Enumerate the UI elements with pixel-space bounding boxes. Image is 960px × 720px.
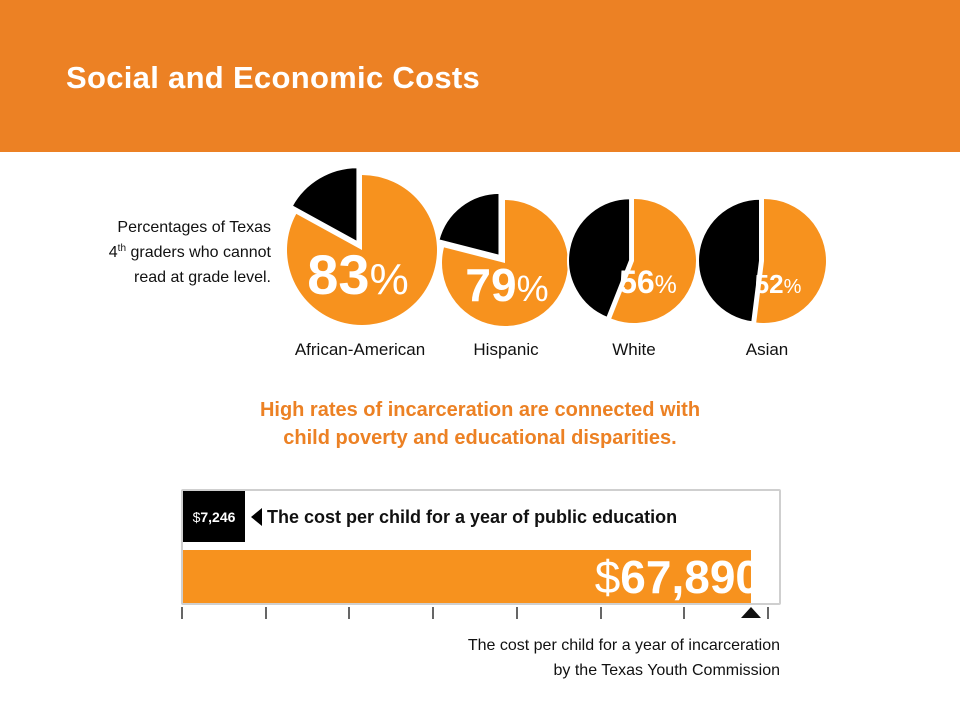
education-cost-label: The cost per child for a year of public …	[267, 507, 678, 527]
caption-line-1: Percentages of Texas	[117, 219, 271, 236]
pie-slice-african-american	[286, 175, 437, 326]
education-pointer-icon	[251, 508, 262, 526]
pie-remainder-asian	[697, 197, 762, 324]
incarceration-caption: The cost per child for a year of incarce…	[300, 633, 780, 683]
scale-tick	[767, 607, 769, 619]
scale-tick	[683, 607, 685, 619]
pie-value-label: 56%	[619, 264, 677, 300]
education-cost-value: 7,246	[200, 508, 236, 525]
incarceration-currency: $	[594, 551, 621, 603]
incarceration-cost-number: 67,890	[620, 551, 761, 603]
headline: High rates of incarceration are connecte…	[180, 396, 780, 452]
pie-remainder-african-american	[290, 166, 359, 244]
pie-value-label: 83%	[307, 243, 408, 306]
incarceration-marker-icon	[741, 607, 761, 618]
chart-frame	[181, 489, 781, 605]
pie-slice-white	[611, 199, 696, 323]
caption-grade: 4	[108, 244, 118, 261]
cost-comparison-chart: $7,246 The cost per child for a year of …	[181, 489, 781, 619]
scale-tick	[432, 607, 434, 619]
scale-tick	[600, 607, 602, 619]
pie-label-asian: Asian	[745, 340, 789, 359]
caption-line-3: read at grade level.	[134, 269, 271, 286]
caption-grade-suffix: th	[117, 243, 127, 254]
pie-remainder-white	[567, 197, 632, 320]
scale-tick	[181, 607, 183, 619]
headline-line-2: child poverty and educational disparitie…	[283, 427, 677, 449]
pie-slice-hispanic	[442, 200, 568, 326]
title-banner	[0, 0, 960, 152]
page-title: Social and Economic Costs	[66, 60, 481, 95]
education-currency: $	[192, 508, 201, 525]
caption-line-2: 4th graders who cannot	[30, 240, 271, 265]
scale-tick	[516, 607, 518, 619]
pie-label-white: White	[612, 340, 656, 359]
reading-pie-charts: 83% 79% 56% 52%	[286, 166, 826, 326]
incarceration-caption-line-1: The cost per child for a year of incarce…	[467, 637, 780, 654]
pie-caption: Percentages of Texas 4th graders who can…	[30, 215, 271, 290]
pie-value-label: 52%	[755, 269, 802, 299]
pie-value-label: 79%	[465, 259, 548, 311]
education-cost-bar: $7,246	[183, 491, 245, 542]
incarceration-cost-value: $67,890	[595, 552, 761, 602]
incarceration-caption-line-2: by the Texas Youth Commission	[553, 662, 781, 679]
pie-label-african-american: African-American	[294, 340, 426, 359]
pie-slice-asian	[756, 199, 826, 323]
incarceration-cost-bar	[183, 550, 751, 603]
pie-label-hispanic: Hispanic	[473, 340, 539, 359]
scale-tick	[348, 607, 350, 619]
scale-tick	[265, 607, 267, 619]
headline-line-1: High rates of incarceration are connecte…	[259, 399, 701, 421]
caption-line-2-rest: graders who cannot	[126, 244, 271, 261]
pie-remainder-hispanic	[437, 191, 501, 258]
